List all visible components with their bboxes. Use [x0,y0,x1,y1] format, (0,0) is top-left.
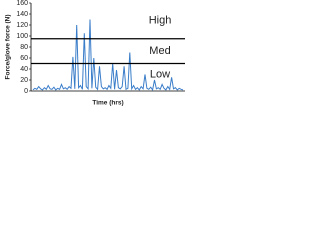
y-tick-label: 0 [24,88,28,95]
y-tick-label: 80 [20,44,28,51]
y-tick-label: 20 [20,77,28,84]
chart: Force/glove force (N) Time (hrs) 0 20 40 60… [5,0,185,107]
y-tick-label: 60 [20,55,28,62]
y-tick-label: 40 [20,66,28,73]
y-tick-label: 100 [16,33,28,40]
zone-label: Low [150,68,170,80]
y-tick-label: 140 [16,11,28,18]
zone-label: Med [149,45,170,57]
zone-label: High [149,15,172,27]
y-tick-label: 120 [16,22,28,29]
x-axis-label: Time (hrs) [92,100,123,107]
data-line [32,19,184,92]
y-tick-label: 160 [16,0,28,7]
y-axis-label: Force/glove force (N) [5,14,12,79]
